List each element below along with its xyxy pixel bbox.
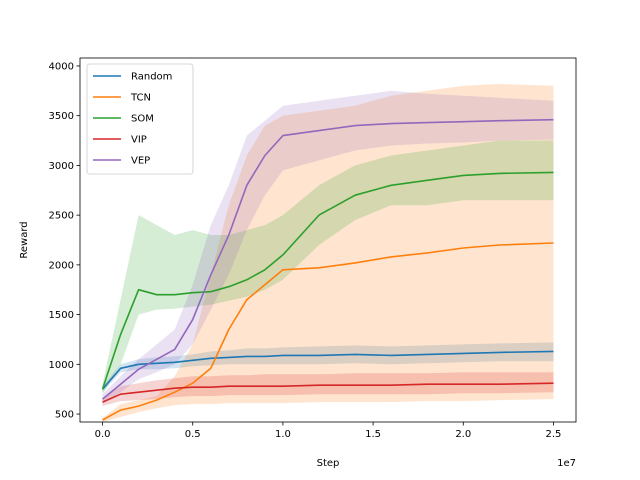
y-tick-label: 2500: [49, 211, 74, 222]
y-axis-label: Reward: [19, 221, 30, 258]
legend-label-som: SOM: [131, 114, 154, 125]
band-som: [102, 140, 554, 395]
series-lines: [101, 118, 554, 421]
x-tick-label: 1.0: [275, 429, 291, 440]
y-tick-label: 3000: [49, 161, 74, 172]
x-tick-label: 2.0: [455, 429, 471, 440]
x-tick-label: 0.5: [185, 429, 201, 440]
y-axis-ticks: 500 1000 1500 2000 2500 3000 3500 4000: [49, 61, 80, 421]
y-tick-label: 2000: [49, 260, 74, 271]
x-tick-label: 1.5: [365, 429, 381, 440]
legend-box: [86, 63, 194, 175]
y-tick-label: 3500: [49, 111, 74, 122]
y-tick-label: 500: [55, 410, 74, 421]
x-tick-label: 0.0: [95, 429, 111, 440]
x-axis-ticks: 0.0 0.5 1.0 1.5 2.0 2.5: [95, 422, 562, 440]
plot-frame: [79, 57, 577, 423]
band-vep: [102, 90, 554, 405]
line-vep: [101, 118, 554, 400]
band-vip: [102, 372, 554, 407]
legend-label-tcn: TCN: [130, 93, 151, 104]
line-vip: [102, 382, 554, 403]
line-random: [101, 350, 554, 390]
legend: Random TCN SOM VIP VEP: [86, 63, 194, 175]
line-som: [101, 171, 554, 390]
confidence-bands: [102, 83, 554, 423]
legend-label-random: Random: [131, 72, 172, 83]
y-tick-label: 1000: [49, 360, 74, 371]
y-tick-label: 1500: [49, 310, 74, 321]
band-random: [102, 342, 554, 393]
y-tick-label: 4000: [49, 61, 74, 72]
legend-label-vep: VEP: [131, 156, 150, 167]
x-tick-label: 2.5: [546, 429, 562, 440]
legend-label-vip: VIP: [131, 135, 147, 146]
x-axis-label: Step: [317, 458, 340, 469]
x-axis-offset-label: 1e7: [557, 458, 576, 469]
band-tcn: [102, 83, 554, 423]
line-tcn: [102, 242, 554, 421]
